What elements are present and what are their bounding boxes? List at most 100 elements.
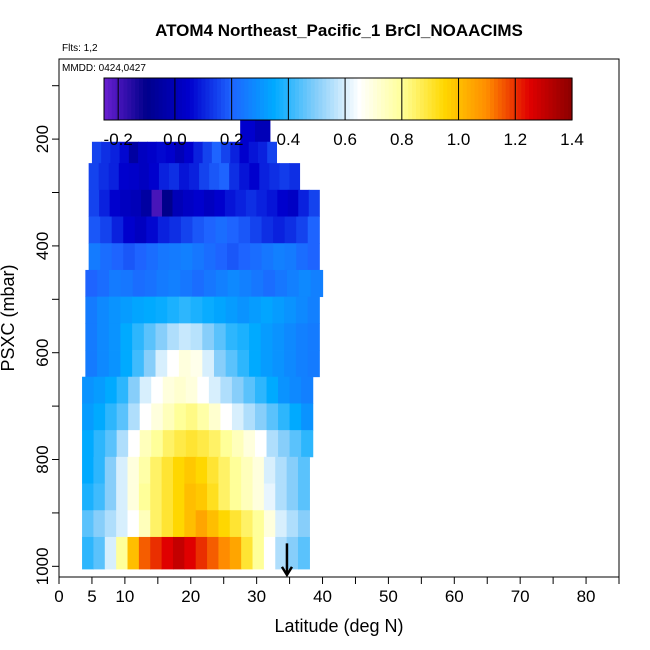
colorbar-swatch: [419, 78, 425, 120]
heatmap-cell: [220, 430, 233, 458]
heatmap-cell: [130, 189, 142, 217]
heatmap-cell: [169, 243, 182, 271]
heatmap-cell: [252, 536, 265, 570]
colorbar-swatch: [174, 78, 179, 120]
colorbar-swatch: [221, 78, 226, 120]
heatmap-cell: [161, 483, 174, 511]
heatmap-cell: [199, 163, 210, 191]
colorbar-swatch: [470, 78, 476, 120]
heatmap-cell: [174, 430, 187, 458]
colorbar-swatch: [548, 78, 554, 120]
heatmap-cell: [255, 403, 268, 431]
heatmap-cell: [229, 483, 242, 511]
heatmap-cell: [172, 456, 185, 484]
colorbar-swatch: [299, 78, 304, 120]
chart-title: ATOM4 Northeast_Pacific_1 BrCl_NOAACIMS: [155, 21, 523, 40]
heatmap-cell: [278, 376, 291, 404]
heatmap-cell: [286, 536, 299, 570]
heatmap-cell: [249, 296, 262, 324]
heatmap-cell: [93, 376, 106, 404]
heatmap-cell: [184, 483, 197, 511]
heatmap-cell: [195, 536, 208, 570]
colorbar-swatch: [423, 78, 429, 120]
heatmap-cell: [128, 430, 141, 458]
heatmap-cell: [85, 296, 98, 324]
y-tick-label: 1000: [33, 547, 52, 585]
heatmap-cell: [307, 350, 320, 378]
colorbar-swatch: [380, 78, 386, 120]
heatmap-cell: [128, 376, 141, 404]
heatmap-cell: [289, 430, 302, 458]
colorbar-swatch: [263, 78, 269, 120]
heatmap-cell: [251, 269, 264, 298]
colorbar-swatch: [314, 78, 320, 120]
colorbar-swatch: [408, 78, 413, 120]
colorbar-swatch: [154, 78, 160, 120]
heatmap-cell: [134, 216, 147, 244]
heatmap-cell: [208, 430, 222, 458]
heatmap-cell: [284, 323, 297, 351]
heatmap-cell: [93, 483, 106, 511]
heatmap-cell: [109, 189, 121, 217]
heatmap-cell: [289, 376, 302, 404]
x-tick-label: 70: [511, 587, 530, 606]
heatmap-cell: [108, 323, 122, 351]
heatmap-cell: [167, 296, 180, 324]
heatmap-cell: [220, 376, 233, 404]
heatmap-cell: [97, 323, 110, 351]
heatmap-cell: [208, 376, 222, 404]
colorbar-swatch: [338, 78, 343, 120]
heatmap-cell: [139, 403, 152, 431]
heatmap-cell: [220, 403, 233, 431]
colorbar-swatch: [361, 78, 366, 120]
colorbar-swatch: [474, 78, 479, 120]
heatmap-cell: [297, 536, 310, 570]
heatmap-cell: [100, 216, 113, 244]
y-tick-label: 600: [33, 339, 52, 367]
colorbar-swatch: [217, 78, 222, 120]
heatmap-cell: [310, 269, 324, 298]
heatmap-cell: [215, 216, 228, 244]
heatmap-cell: [235, 189, 247, 217]
y-axis: 200 400 600 800 1000: [33, 85, 59, 585]
heatmap-cell: [208, 403, 222, 431]
heatmap-cell: [277, 189, 289, 217]
heatmap-cell: [272, 296, 285, 324]
heatmap-cell: [195, 456, 208, 484]
heatmap-cell: [284, 350, 297, 378]
colorbar-swatch: [295, 78, 300, 120]
heatmap-cell: [169, 216, 182, 244]
heatmap-cell: [203, 243, 217, 271]
heatmap-cell: [128, 403, 141, 431]
colorbar-swatch: [451, 78, 456, 120]
colorbar-swatch: [228, 78, 234, 120]
colorbar-swatch: [353, 78, 359, 120]
x-tick-label: 10: [115, 587, 134, 606]
heatmap-cell: [190, 323, 203, 351]
heatmap-cell: [307, 323, 320, 351]
heatmap-cells: [82, 120, 324, 570]
colorbar-swatch: [267, 78, 273, 120]
heatmap-cell: [116, 483, 129, 511]
colorbar-swatch: [505, 78, 511, 120]
heatmap-cell: [202, 323, 215, 351]
heatmap-cell: [213, 296, 227, 324]
colorbar-swatch: [170, 78, 175, 120]
colorbar-tick-label: -0.2: [104, 130, 133, 149]
heatmap-cell: [190, 350, 203, 378]
heatmap-cell: [286, 456, 299, 484]
colorbar-swatch: [400, 78, 405, 120]
heatmap-cell: [105, 430, 118, 458]
heatmap-cell: [193, 189, 205, 217]
heatmap-cell: [156, 141, 167, 164]
heatmap-cell: [297, 483, 310, 511]
heatmap-cell: [88, 216, 101, 244]
heatmap-cell: [249, 323, 262, 351]
heatmap-cell: [158, 163, 170, 191]
heatmap-cell: [85, 323, 98, 351]
colorbar-swatch: [427, 78, 433, 120]
heatmap-cell: [202, 350, 215, 378]
colorbar-swatch: [509, 78, 515, 120]
heatmap-cell: [284, 296, 297, 324]
heatmap-cell: [116, 430, 129, 458]
